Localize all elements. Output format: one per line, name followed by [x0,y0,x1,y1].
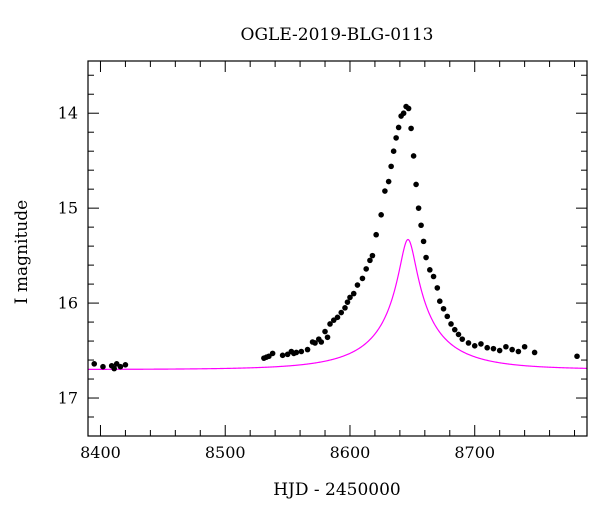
x-tick-label: 8700 [454,443,495,462]
data-point [367,257,373,264]
data-point [269,350,276,357]
data-point [459,336,466,342]
data-point [393,135,399,141]
x-axis-label: HJD - 2450000 [273,480,401,500]
data-point [415,205,422,211]
data-point [478,341,484,347]
data-point [334,314,341,321]
data-point [318,339,325,345]
y-tick-label: 15 [58,199,78,218]
data-point [350,290,357,297]
data-point [400,110,407,117]
data-point [385,178,392,185]
data-point [322,328,328,335]
data-point [484,344,491,351]
data-point [122,362,129,368]
data-point [388,163,394,170]
data-point [359,275,366,282]
data-point [413,181,419,188]
data-point [436,298,443,304]
x-tick-label: 8600 [330,443,371,462]
data-point [444,313,451,320]
data-point [304,346,311,353]
data-points [91,103,580,372]
data-point [342,305,348,311]
data-point [298,348,305,355]
data-point [378,212,384,218]
data-point [382,188,388,194]
data-point [338,309,345,316]
y-tick-label: 14 [58,104,78,123]
data-point [455,331,462,338]
y-tick-label: 16 [58,294,78,313]
data-point [420,238,427,245]
data-point [440,305,447,312]
data-point [531,349,538,356]
x-tick-labels: 8400 8500 8600 8700 [80,443,495,462]
data-point [465,340,472,346]
data-point [496,347,503,354]
x-tick-label: 8400 [80,443,121,462]
x-tick-label: 8500 [205,443,246,462]
data-point [395,124,402,131]
data-point [427,267,433,273]
data-point [408,125,414,132]
data-point [430,273,437,280]
data-point [354,282,361,288]
data-point [279,352,286,359]
data-point [405,105,412,112]
data-point [515,348,522,355]
data-point [418,222,424,229]
data-point [521,343,528,350]
data-point [293,349,300,356]
model-layer [87,238,588,370]
data-point [490,345,497,352]
data-point [369,252,376,259]
data-point [363,266,369,272]
data-point [503,343,509,350]
y-axis-label: I magnitude [12,200,32,304]
data-point [347,294,353,301]
data-point [390,148,397,154]
data-point [423,254,429,261]
axis-ticks [88,61,587,437]
data-point [100,363,106,370]
chart-title: OGLE-2019-BLG-0113 [241,25,434,45]
data-point [448,321,454,327]
data-point [574,353,580,360]
data-point [373,231,379,238]
data-point [111,365,117,372]
data-point [434,285,441,291]
data-point [471,343,478,349]
data-point [312,340,318,346]
data-point [451,326,458,333]
data-point [324,334,331,341]
data-point [117,363,124,370]
plot-frame [87,60,588,437]
data-point [344,299,351,305]
data-point [509,346,515,353]
y-tick-labels: 14 15 16 17 [58,104,78,408]
data-point [327,321,333,327]
model-curve [87,238,588,370]
data-point [91,361,98,367]
data-point [410,153,417,159]
plot-area: 8400 8500 8600 8700 14 15 16 17 [58,60,588,462]
y-tick-label: 17 [58,389,78,408]
